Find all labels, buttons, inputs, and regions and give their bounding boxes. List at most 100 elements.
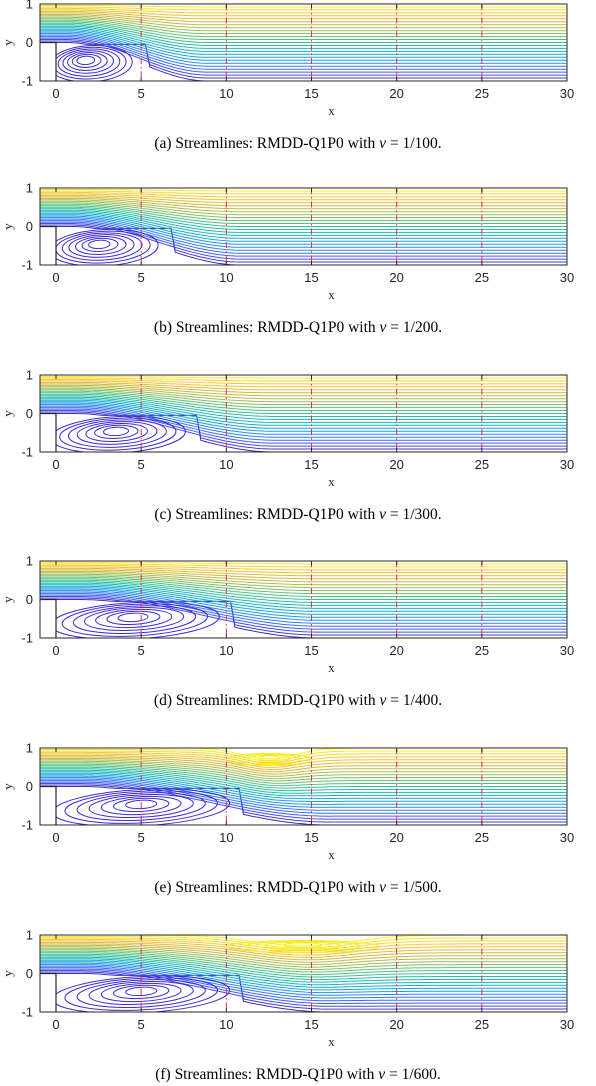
streamlines xyxy=(40,375,567,452)
x-tick-label: 5 xyxy=(138,1017,145,1032)
streamline xyxy=(40,569,567,580)
recirculation-streamline xyxy=(84,607,185,631)
step-wall xyxy=(40,972,57,1012)
x-tick-label: 15 xyxy=(304,270,318,285)
streamline xyxy=(40,16,567,32)
step-block xyxy=(40,786,56,825)
caption-nu: ν xyxy=(380,692,387,709)
recirculation-streamline xyxy=(81,237,119,252)
streamline xyxy=(40,398,567,423)
x-tick-label: 0 xyxy=(52,643,59,658)
recirculation-streamline xyxy=(88,980,194,1006)
streamline xyxy=(40,24,567,46)
recirculation-streamline xyxy=(94,424,139,439)
y-tick-label: 0 xyxy=(26,779,33,794)
streamline xyxy=(40,34,567,67)
y-axis-label: y xyxy=(0,970,15,977)
caption-text: Streamlines: RMDD-Q1P0 with xyxy=(176,692,380,709)
streamline xyxy=(40,200,567,216)
streamline xyxy=(40,578,567,597)
caption-value: = 1/300. xyxy=(386,506,442,523)
streamline xyxy=(40,784,567,823)
streamline xyxy=(40,197,567,210)
x-tick-label: 25 xyxy=(475,830,489,845)
recirculation-streamline xyxy=(88,239,111,250)
y-tick-label: 0 xyxy=(26,35,33,50)
caption-value: = 1/100. xyxy=(386,135,442,152)
streamline xyxy=(40,378,567,385)
recirculation-streamline xyxy=(59,417,177,451)
streamline xyxy=(40,575,567,592)
streamline xyxy=(40,208,567,230)
streamline xyxy=(40,189,567,192)
y-tick-label: -1 xyxy=(21,74,33,89)
x-tick-label: 0 xyxy=(52,457,59,472)
streamline xyxy=(40,6,567,11)
streamline xyxy=(40,952,567,975)
upper-eddy-streamline xyxy=(225,753,312,766)
step-block xyxy=(40,42,56,81)
streamline xyxy=(40,390,567,409)
x-tick-label: 30 xyxy=(560,643,574,658)
step-wall xyxy=(40,412,57,452)
streamline xyxy=(40,211,567,236)
streamline xyxy=(40,964,567,996)
panel-caption: (f) Streamlines: RMDD-Q1P0 with ν = 1/60… xyxy=(155,1066,441,1083)
step-wall xyxy=(40,785,57,825)
streamline xyxy=(40,10,567,20)
streamline xyxy=(40,381,567,391)
streamline xyxy=(40,774,567,802)
recirculation-streamline xyxy=(85,422,148,443)
y-tick-label: 1 xyxy=(26,0,33,12)
x-tick-label: 10 xyxy=(219,643,233,658)
x-tick-label: 5 xyxy=(138,643,145,658)
streamline xyxy=(40,193,567,201)
streamline xyxy=(40,967,567,1002)
x-tick-label: 25 xyxy=(475,457,489,472)
x-tick-label: 5 xyxy=(138,270,145,285)
x-tick-label: 30 xyxy=(560,1017,574,1032)
caption-label: (a) xyxy=(154,135,175,152)
streamline xyxy=(40,18,567,35)
recirculation-streamline xyxy=(76,979,206,1008)
streamline xyxy=(40,221,567,257)
streamline xyxy=(40,962,567,994)
x-tick-label: 30 xyxy=(560,270,574,285)
caption-nu: ν xyxy=(379,879,386,896)
streamline xyxy=(40,566,567,574)
y-tick-label: 1 xyxy=(26,928,33,943)
streamline xyxy=(40,935,567,947)
streamline xyxy=(40,765,567,787)
x-tick-label: 5 xyxy=(138,457,145,472)
y-tick-label: -1 xyxy=(21,445,33,460)
streamline xyxy=(40,781,567,817)
caption-value: = 1/400. xyxy=(386,692,442,709)
streamline xyxy=(40,754,567,771)
streamline xyxy=(40,585,567,612)
streamline xyxy=(40,27,567,52)
streamline xyxy=(40,597,567,636)
y-axis-label: y xyxy=(0,596,15,603)
x-tick-label: 30 xyxy=(560,86,574,101)
streamline xyxy=(40,949,567,970)
y-tick-label: 0 xyxy=(26,966,33,981)
streamline xyxy=(40,766,567,789)
recirculation-streamline xyxy=(71,53,102,68)
y-tick-label: 0 xyxy=(26,406,33,421)
caption-label: (e) xyxy=(154,879,175,896)
x-tick-label: 15 xyxy=(304,643,318,658)
streamline xyxy=(40,955,567,981)
step-wall xyxy=(40,41,57,81)
streamline xyxy=(40,572,567,586)
streamline xyxy=(40,757,567,775)
streamline xyxy=(40,399,567,426)
streamline xyxy=(40,777,567,808)
y-axis-label: y xyxy=(0,223,15,230)
x-axis-label: x xyxy=(328,1034,335,1049)
streamline xyxy=(40,780,567,814)
streamline xyxy=(40,594,567,630)
streamline xyxy=(40,209,567,233)
